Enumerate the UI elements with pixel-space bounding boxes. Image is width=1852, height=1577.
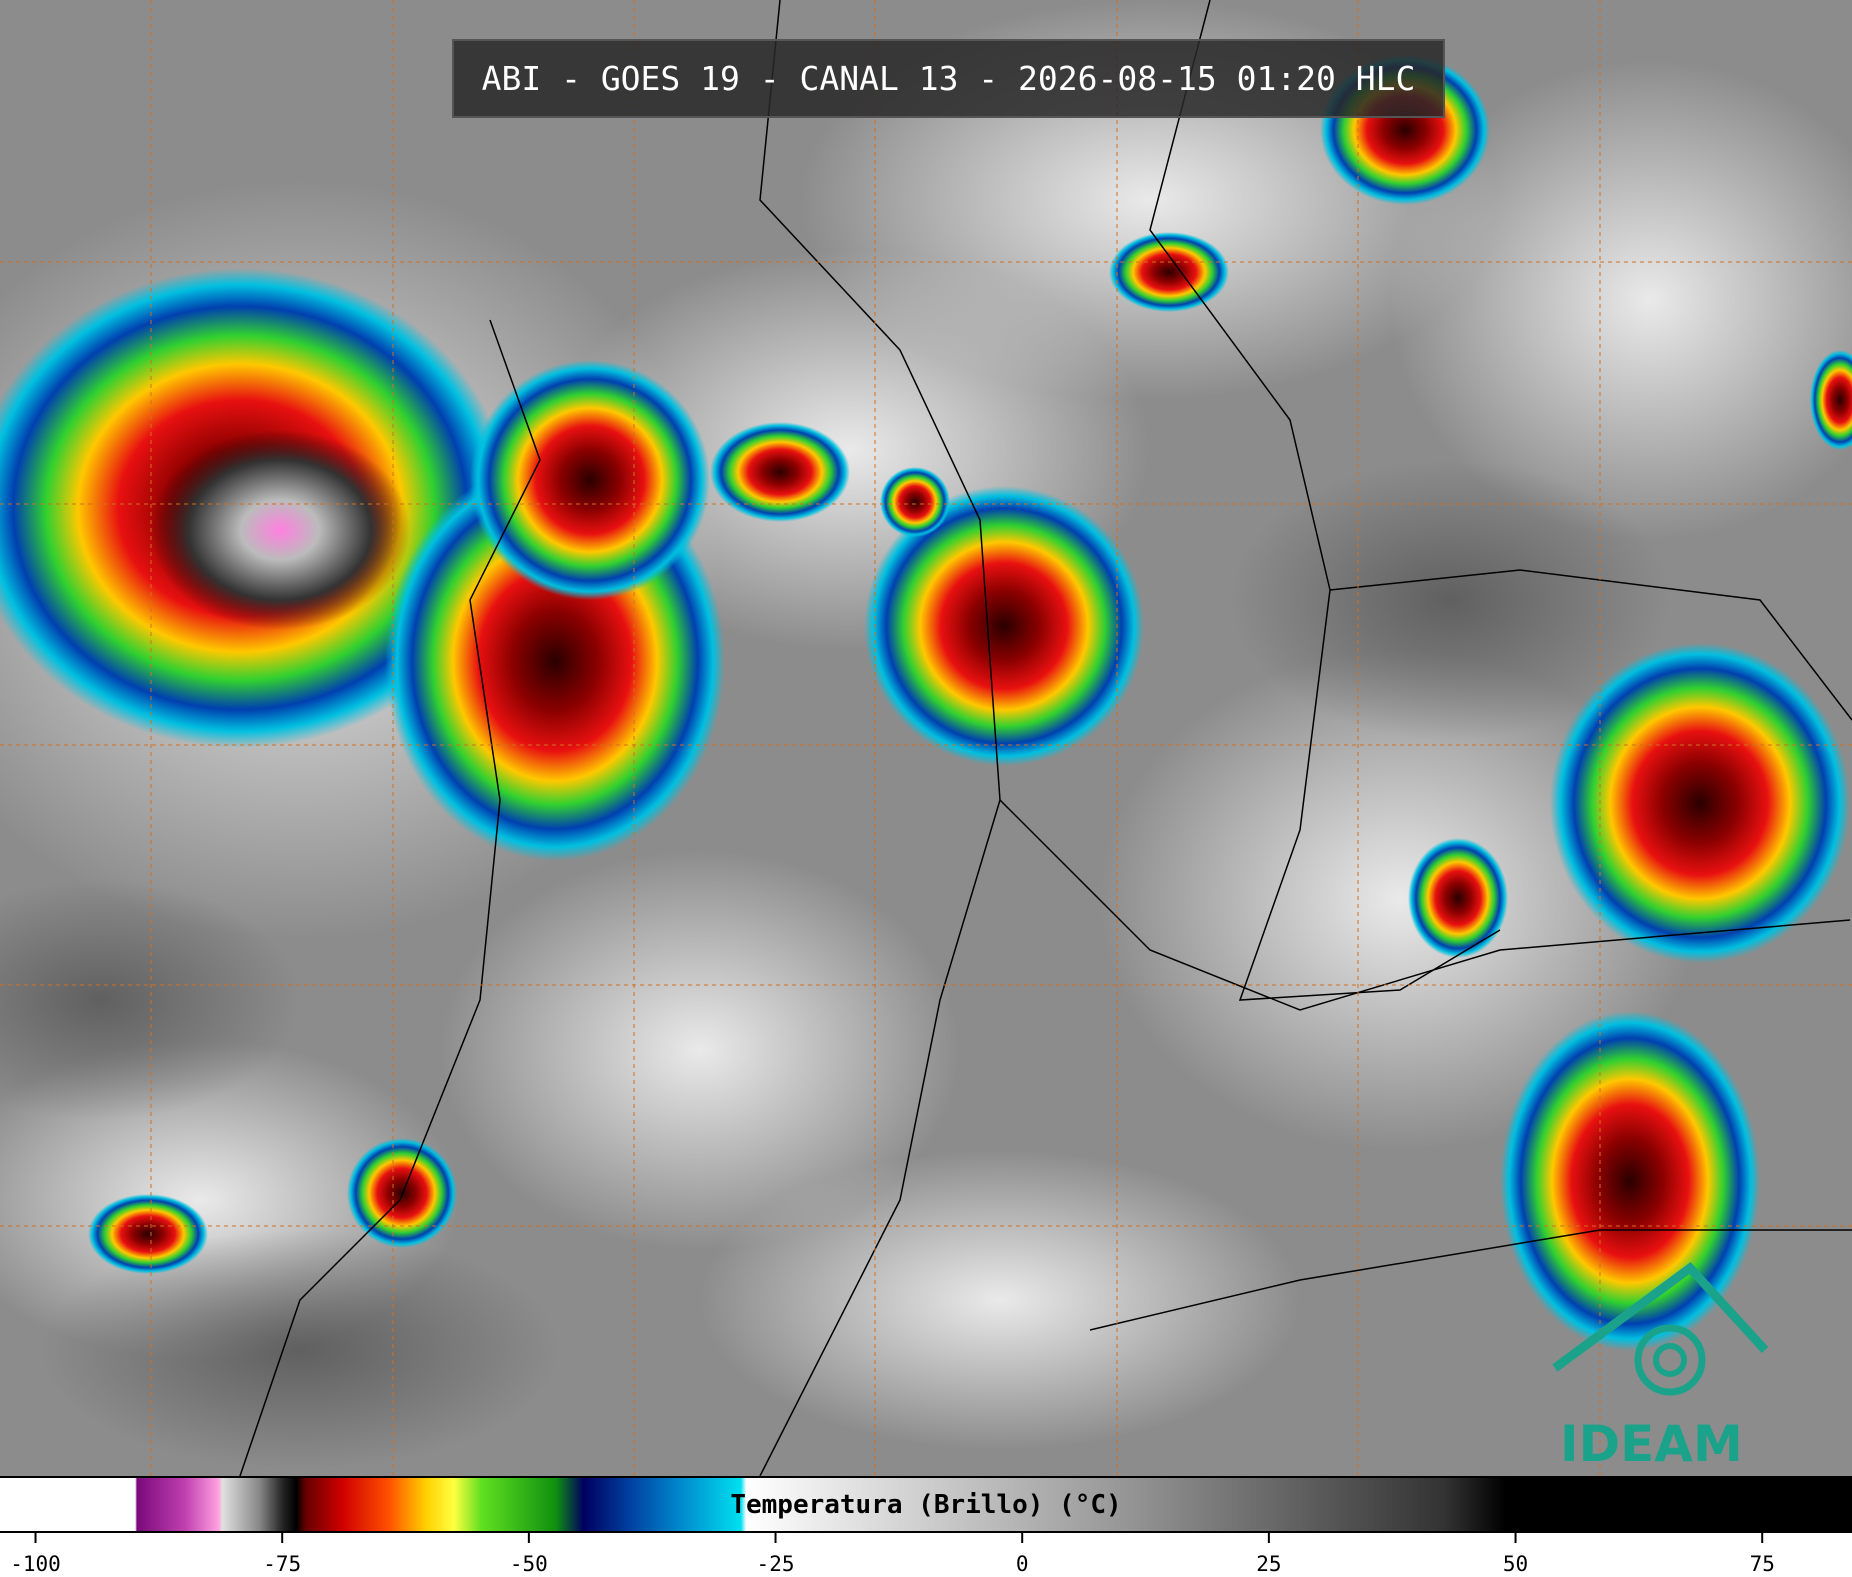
tick-label: -50 [510, 1552, 548, 1576]
colorbar-axis: -100 -75 -50 -25 0 25 50 75 [10, 1533, 1775, 1576]
ideam-emblem [1552, 1261, 1769, 1396]
colorbar [0, 1476, 1852, 1533]
tick-label: -25 [757, 1552, 795, 1576]
borders [239, 0, 1852, 1476]
tick-label: -75 [263, 1552, 301, 1576]
image-title: ABI - GOES 19 - CANAL 13 - 2026-08-15 01… [452, 39, 1445, 118]
tick-label: 0 [1016, 1552, 1029, 1576]
tick-label: -100 [10, 1552, 61, 1576]
map-image [0, 0, 1852, 1476]
graticule [0, 0, 1852, 1476]
colorbar-label: Temperatura (Brillo) (°C) [730, 1490, 1122, 1520]
storms [0, 55, 1852, 1351]
tick-label: 75 [1750, 1552, 1775, 1576]
tick-label: 50 [1503, 1552, 1528, 1576]
logo: IDEAM [1560, 1415, 1743, 1473]
tick-label: 25 [1256, 1552, 1281, 1576]
